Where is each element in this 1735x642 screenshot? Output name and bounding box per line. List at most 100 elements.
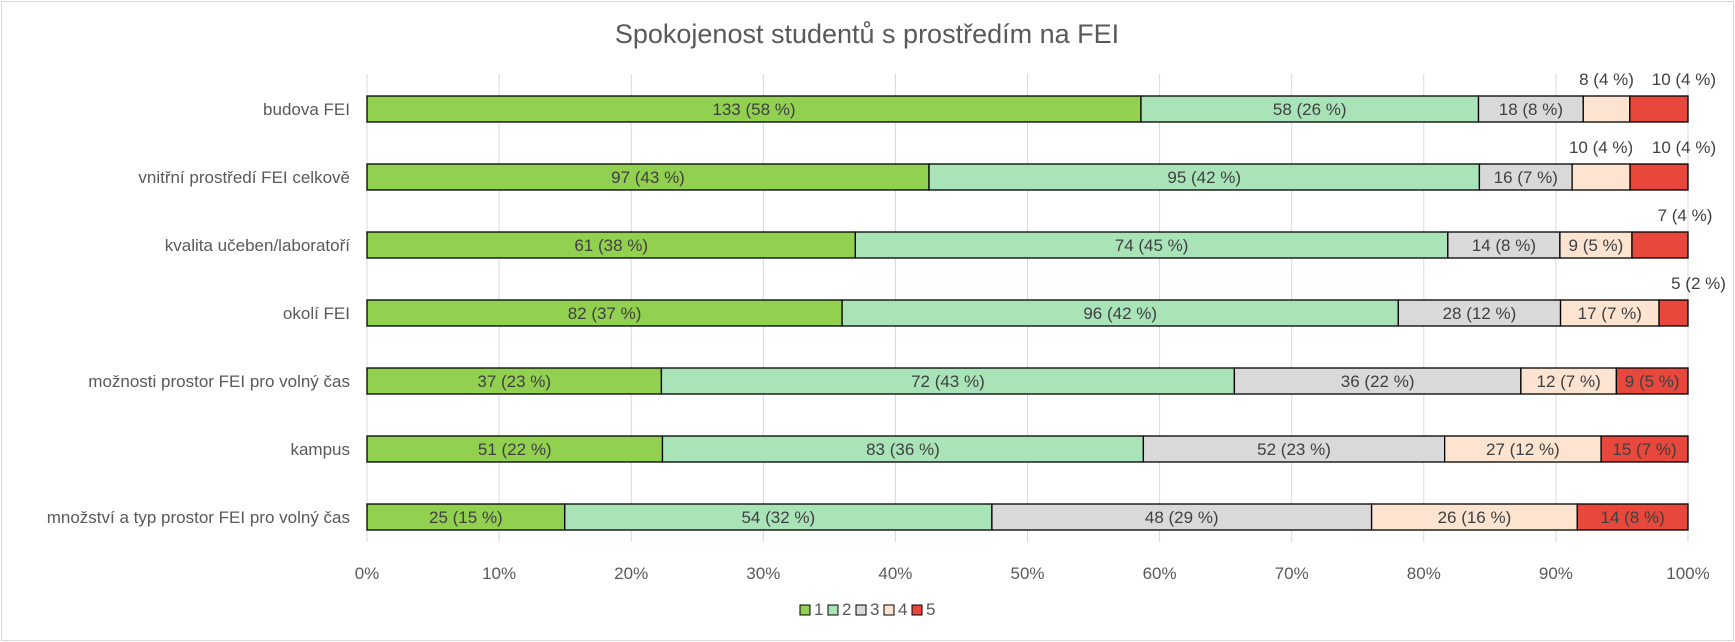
data-label: 83 (36 %) [866, 440, 940, 459]
bar-segment [1600, 435, 1689, 463]
data-label: 8 (4 %) [1579, 70, 1634, 89]
bar-segment [1520, 367, 1618, 395]
x-tick-labels: 0% 10% 20% 30% 40% 50% 60% 70% 80% 90% 100% [355, 564, 1710, 583]
data-label: 72 (43 %) [911, 372, 985, 391]
bar-segment [1615, 367, 1689, 395]
data-label: 16 (7 %) [1494, 168, 1558, 187]
bar-segment [841, 299, 1399, 327]
legend-label: 2 [842, 600, 851, 619]
bar-segment [1629, 163, 1689, 191]
bar-segment [854, 231, 1449, 259]
bar-segment [1142, 435, 1446, 463]
category-label: množství a typ prostor FEI pro volný čas [47, 508, 350, 527]
legend-label: 3 [870, 600, 879, 619]
data-label: 9 (5 %) [1625, 372, 1680, 391]
x-tick-label: 30% [746, 564, 780, 583]
bar-segment [1477, 95, 1584, 123]
category-label: budova FEI [263, 100, 350, 119]
data-label: 54 (32 %) [741, 508, 815, 527]
legend-swatch [799, 604, 811, 616]
data-label: 9 (5 %) [1569, 236, 1624, 255]
x-tick-label: 10% [482, 564, 516, 583]
category-label: vnitřní prostředí FEI celkově [138, 168, 350, 187]
bar-segment [1233, 367, 1522, 395]
legend-swatch [911, 604, 923, 616]
x-tick-label: 60% [1143, 564, 1177, 583]
bar-segment [366, 163, 930, 191]
data-label: 133 (58 %) [712, 100, 795, 119]
bar-segment [1397, 299, 1562, 327]
data-label: 82 (37 %) [568, 304, 642, 323]
category-label: okolí FEI [283, 304, 350, 323]
chart-title: Spokojenost studentů s prostředím na FEI [615, 19, 1119, 49]
x-tick-label: 40% [878, 564, 912, 583]
bar-segment [1571, 163, 1631, 191]
data-label: 26 (16 %) [1438, 508, 1512, 527]
data-label: 10 (4 %) [1652, 70, 1716, 89]
data-label: 14 (8 %) [1601, 508, 1665, 527]
data-label: 95 (42 %) [1167, 168, 1241, 187]
data-label: 52 (23 %) [1257, 440, 1331, 459]
data-label: 28 (12 %) [1443, 304, 1517, 323]
data-label: 37 (23 %) [477, 372, 551, 391]
category-label: možnosti prostor FEI pro volný čas [88, 372, 350, 391]
x-tick-label: 0% [355, 564, 380, 583]
x-tick-label: 80% [1407, 564, 1441, 583]
data-label: 96 (42 %) [1083, 304, 1157, 323]
category-label: kampus [290, 440, 350, 459]
data-label: 25 (15 %) [429, 508, 503, 527]
x-tick-label: 20% [614, 564, 648, 583]
x-tick-label: 90% [1539, 564, 1573, 583]
data-label: 74 (45 %) [1115, 236, 1189, 255]
category-labels: budova FEI vnitřní prostředí FEI celkově k… [47, 100, 351, 527]
data-label: 5 (2 %) [1671, 274, 1726, 293]
bar-segment [366, 299, 843, 327]
data-label: 48 (29 %) [1145, 508, 1219, 527]
data-label: 58 (26 %) [1273, 100, 1347, 119]
bar-segment [660, 367, 1236, 395]
data-label: 51 (22 %) [478, 440, 552, 459]
bar-segment [1629, 95, 1689, 123]
bar-segment [366, 367, 663, 395]
data-label: 27 (12 %) [1486, 440, 1560, 459]
bar-segment [1370, 503, 1578, 531]
bar-segment [928, 163, 1481, 191]
bar-segment [661, 435, 1145, 463]
legend-swatch [855, 604, 867, 616]
data-label: 12 (7 %) [1537, 372, 1601, 391]
legend-label: 4 [898, 600, 907, 619]
bar-segment [1658, 299, 1689, 327]
x-tick-label: 100% [1666, 564, 1709, 583]
data-label: 18 (8 %) [1499, 100, 1563, 119]
bar-segment [564, 503, 993, 531]
bar-segment [366, 95, 1142, 123]
bar-segment [1631, 231, 1689, 259]
bar-segment [366, 503, 566, 531]
data-label: 10 (4 %) [1652, 138, 1716, 157]
bar-segment [1582, 95, 1631, 123]
legend-label: 1 [814, 600, 823, 619]
data-label: 17 (7 %) [1578, 304, 1642, 323]
legend-label: 5 [926, 600, 935, 619]
legend-swatch [883, 604, 895, 616]
data-label: 15 (7 %) [1612, 440, 1676, 459]
bars: 133 (58 %) 58 (26 %) 18 (8 %) 8 (4 %) 10 (4 … [366, 70, 1726, 531]
data-label: 97 (43 %) [611, 168, 685, 187]
data-label: 36 (22 %) [1341, 372, 1415, 391]
bar-segment [366, 435, 664, 463]
data-label: 10 (4 %) [1569, 138, 1633, 157]
legend-swatch [827, 604, 839, 616]
bar-segment [1444, 435, 1602, 463]
data-label: 61 (38 %) [574, 236, 648, 255]
x-tick-label: 50% [1010, 564, 1044, 583]
bar-segment [1576, 503, 1689, 531]
x-tick-label: 70% [1275, 564, 1309, 583]
bar-segment [1559, 231, 1633, 259]
data-label: 14 (8 %) [1472, 236, 1536, 255]
bar-segment [1478, 163, 1573, 191]
bar-segment [1559, 299, 1660, 327]
category-label: kvalita učeben/laboratoří [165, 236, 351, 255]
data-label: 7 (4 %) [1658, 206, 1713, 225]
